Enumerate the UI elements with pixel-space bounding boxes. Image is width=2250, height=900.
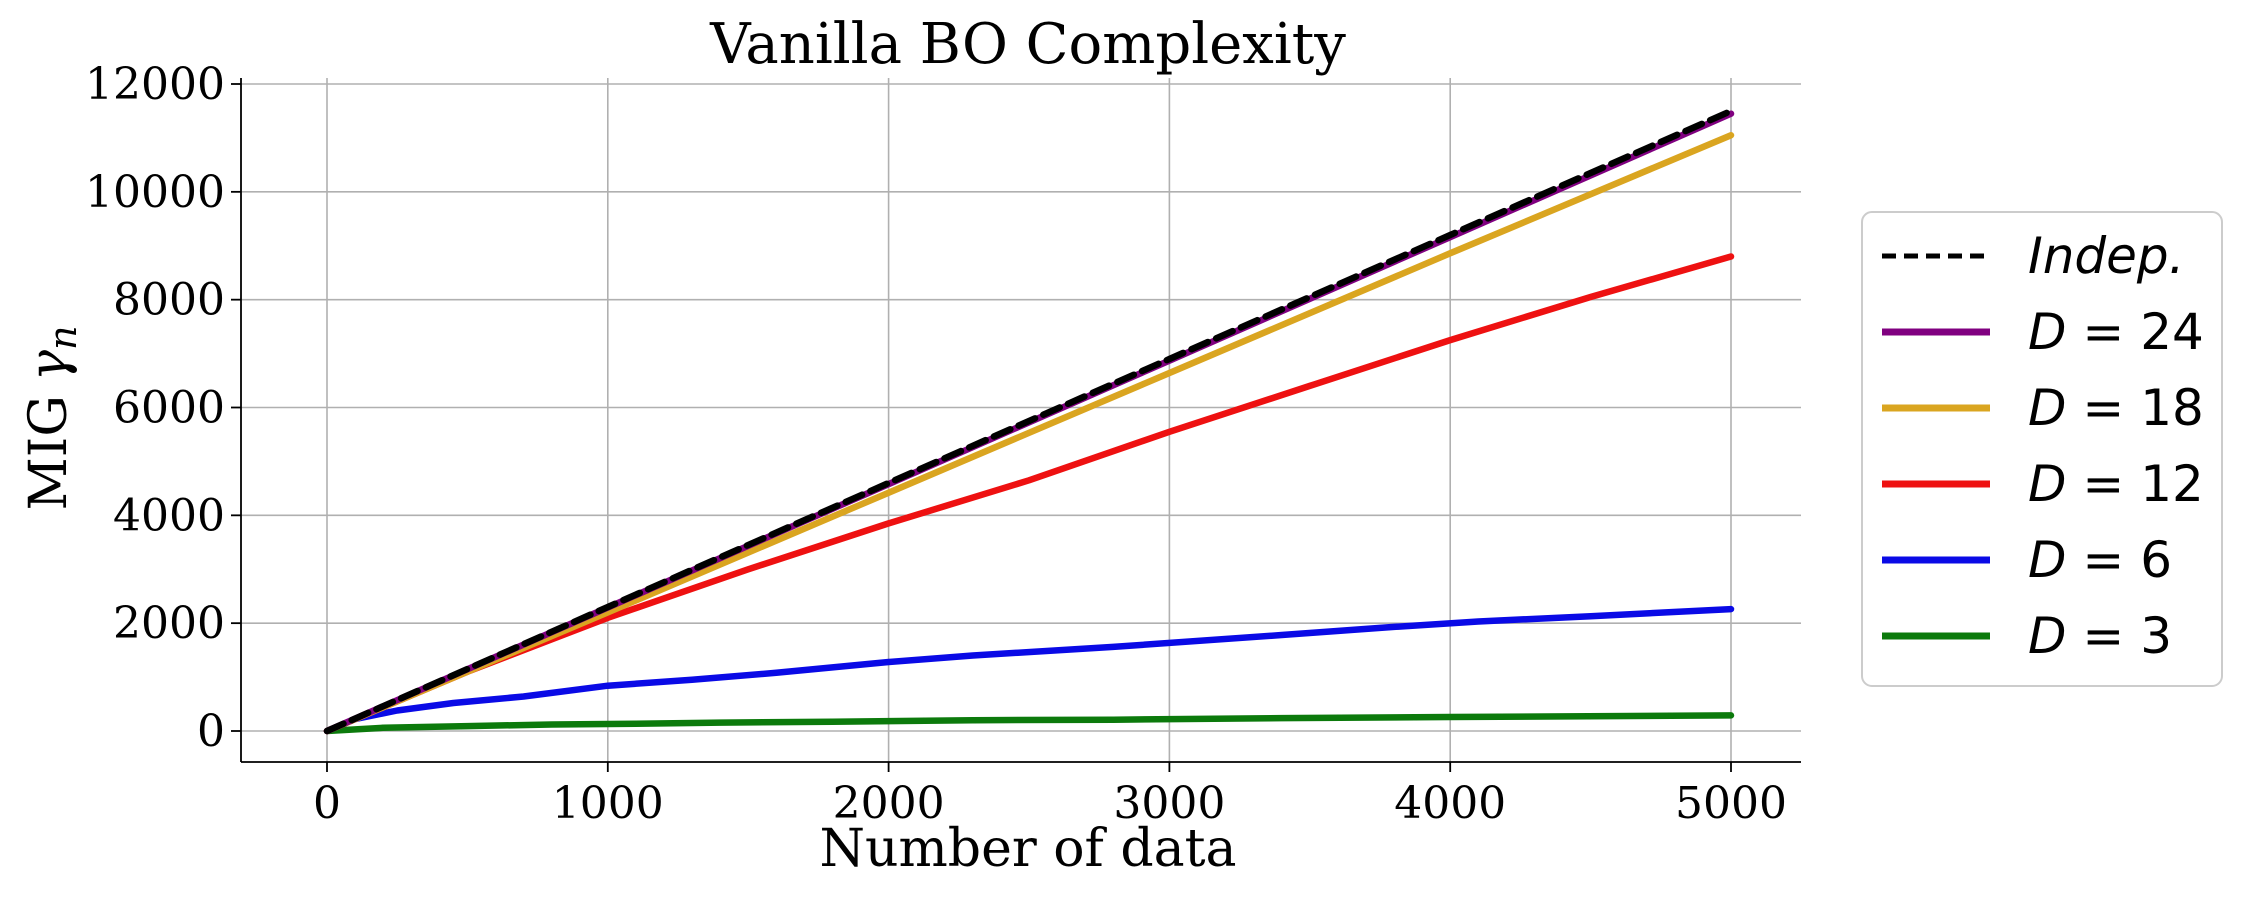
series-line-d-12 xyxy=(323,253,1735,735)
x-tick-label: 0 xyxy=(313,778,341,829)
y-tick-label: 2000 xyxy=(113,598,225,649)
series-line-d-3 xyxy=(323,712,1735,735)
series-line-indep xyxy=(323,107,1735,735)
chart-title: Vanilla BO Complexity xyxy=(709,12,1346,77)
series-line-d-6 xyxy=(323,605,1735,735)
legend-label-indep: Indep. xyxy=(2028,227,2185,285)
y-axis-label-symbol: γ xyxy=(19,349,79,381)
tick-labels: 0 1000 2000 3000 4000 5000 0 2000 4000 6000 8000 10… xyxy=(85,59,1787,829)
legend-label-d-24: D = 24 xyxy=(2028,303,2204,361)
y-axis-label-text: MIG xyxy=(19,395,79,510)
legend-label-d-6: D = 6 xyxy=(2028,531,2172,589)
series-lines xyxy=(323,107,1735,735)
y-tick-label: 6000 xyxy=(113,383,225,434)
x-axis-label: Number of data xyxy=(819,819,1236,879)
y-tick-label: 10000 xyxy=(85,167,225,218)
y-axis-label: MIG γn xyxy=(19,326,85,511)
y-tick-label: 4000 xyxy=(113,490,225,541)
y-tick-label: 0 xyxy=(197,706,225,757)
legend-label-d-18: D = 18 xyxy=(2028,379,2204,437)
grid-lines xyxy=(241,78,1801,762)
y-tick-label: 12000 xyxy=(85,59,225,110)
x-tick-label: 3000 xyxy=(1113,778,1225,829)
x-tick-label: 4000 xyxy=(1394,778,1506,829)
series-line-d-18 xyxy=(323,131,1735,735)
x-tick-label: 5000 xyxy=(1675,778,1787,829)
x-tick-label: 2000 xyxy=(833,778,945,829)
y-tick-label: 8000 xyxy=(113,275,225,326)
y-axis-label-subscript: n xyxy=(41,326,85,350)
legend: Indep. D = 24 D = 18 D = 12 D = 6 D = 3 xyxy=(1861,211,2223,687)
legend-label-d-12: D = 12 xyxy=(2028,455,2204,513)
x-tick-label: 1000 xyxy=(552,778,664,829)
legend-label-d-3: D = 3 xyxy=(2028,607,2172,665)
